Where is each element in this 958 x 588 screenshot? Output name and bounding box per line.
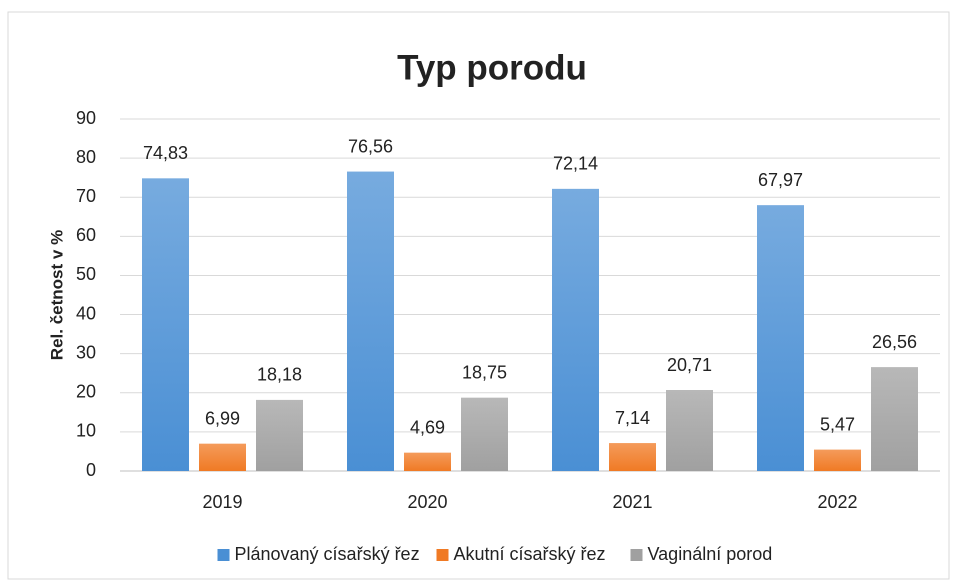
y-tick-label: 90 xyxy=(76,108,96,128)
bar xyxy=(347,171,394,471)
data-label: 67,97 xyxy=(758,170,803,190)
data-label: 18,75 xyxy=(462,362,507,382)
bar xyxy=(871,367,918,471)
bar xyxy=(552,188,599,471)
chart-title: Typ porodu xyxy=(397,48,587,87)
x-tick-label: 2022 xyxy=(817,492,857,512)
bar xyxy=(461,397,508,471)
x-tick-label: 2020 xyxy=(407,492,447,512)
y-tick-label: 0 xyxy=(86,460,96,480)
legend-swatch xyxy=(217,549,230,561)
legend-swatch xyxy=(630,549,643,561)
y-tick-label: 80 xyxy=(76,147,96,167)
data-label: 74,83 xyxy=(143,143,188,163)
y-tick-label: 40 xyxy=(76,303,96,323)
bar xyxy=(609,443,656,471)
y-tick-label: 70 xyxy=(76,186,96,206)
bar xyxy=(142,178,189,472)
x-tick-label: 2019 xyxy=(202,492,242,512)
data-label: 72,14 xyxy=(553,154,598,174)
data-label: 7,14 xyxy=(615,408,650,428)
x-tick-label: 2021 xyxy=(612,492,652,512)
data-label: 6,99 xyxy=(205,408,240,428)
bar xyxy=(757,205,804,471)
data-label: 18,18 xyxy=(257,365,302,385)
legend-label: Plánovaný císařský řez xyxy=(235,544,420,564)
data-label: 5,47 xyxy=(820,414,855,434)
legend-label: Vaginální porod xyxy=(648,544,773,564)
data-label: 26,56 xyxy=(872,332,917,352)
y-tick-label: 50 xyxy=(76,264,96,284)
data-label: 20,71 xyxy=(667,355,712,375)
bar xyxy=(814,449,861,471)
data-label: 4,69 xyxy=(410,417,445,437)
y-tick-label: 60 xyxy=(76,225,96,245)
y-tick-label: 20 xyxy=(76,382,96,402)
bar xyxy=(404,452,451,471)
bar xyxy=(199,443,246,471)
data-label: 76,56 xyxy=(348,136,393,156)
bar xyxy=(256,399,303,471)
legend-label: Akutní císařský řez xyxy=(454,544,606,564)
y-tick-label: 10 xyxy=(76,421,96,441)
legend-swatch xyxy=(436,549,449,561)
y-tick-label: 30 xyxy=(76,342,96,362)
y-axis-label: Rel. četnost v % xyxy=(47,230,66,360)
bar xyxy=(666,390,713,471)
